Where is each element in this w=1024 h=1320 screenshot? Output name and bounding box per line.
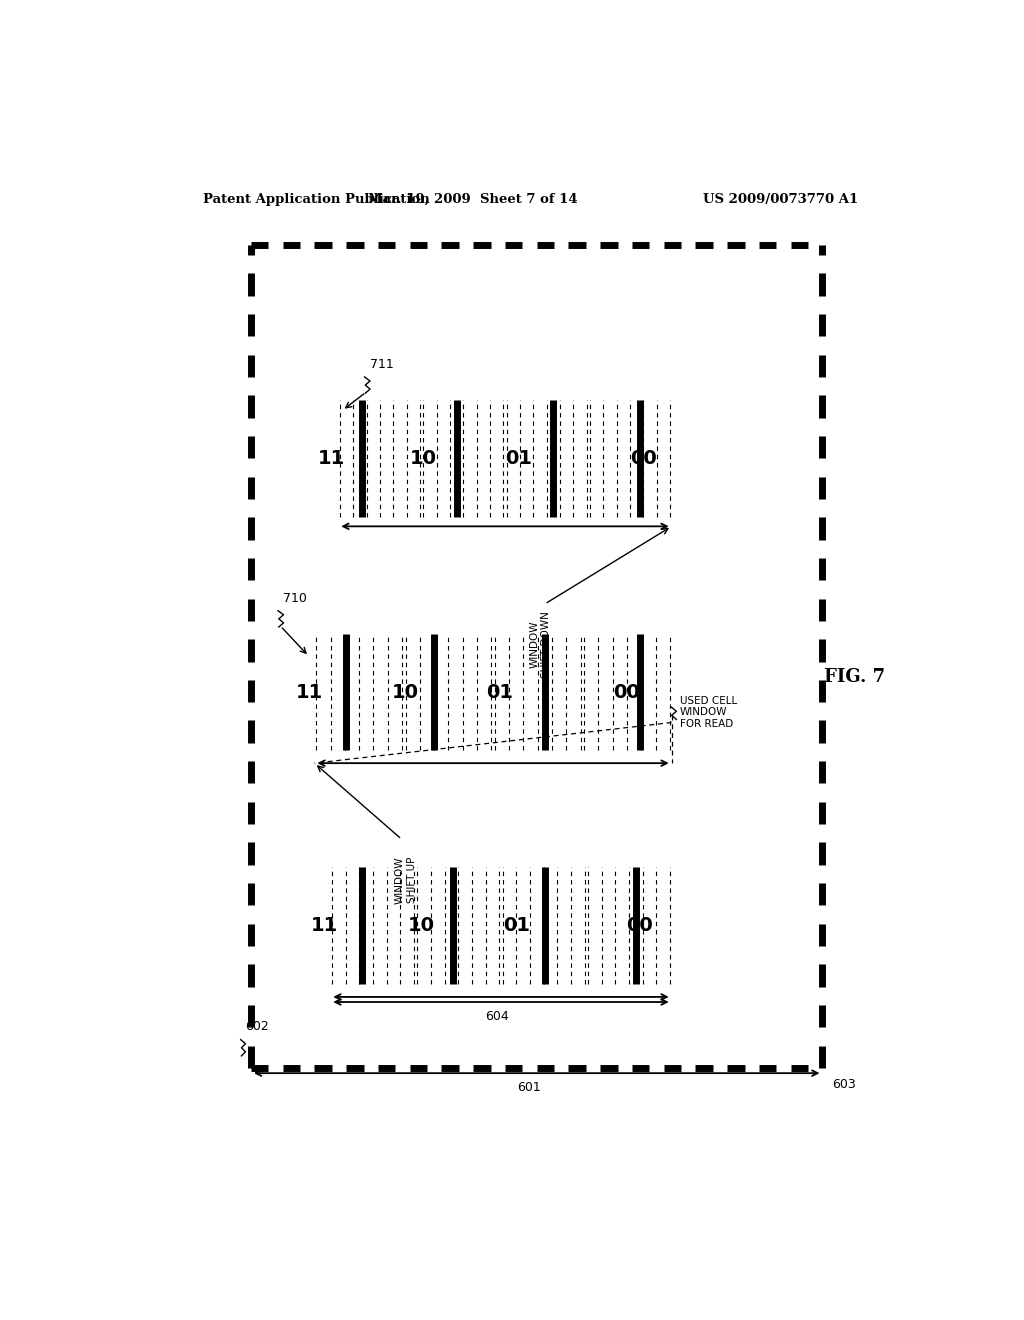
Text: US 2009/0073770 A1: US 2009/0073770 A1 [702, 193, 858, 206]
Text: 10: 10 [392, 682, 419, 701]
Text: 00: 00 [627, 916, 653, 936]
Text: 10: 10 [410, 449, 436, 467]
Text: USED CELL
WINDOW
FOR READ: USED CELL WINDOW FOR READ [680, 696, 737, 729]
Text: 602: 602 [246, 1019, 269, 1032]
Text: WINDOW
SHIFT DOWN: WINDOW SHIFT DOWN [529, 611, 552, 678]
Text: 604: 604 [485, 1010, 509, 1023]
Text: 01: 01 [505, 449, 531, 467]
Text: FIG. 7: FIG. 7 [823, 668, 885, 686]
Text: 11: 11 [295, 682, 323, 701]
Text: 01: 01 [486, 682, 513, 701]
Text: 00: 00 [631, 449, 657, 467]
Text: 10: 10 [409, 916, 435, 936]
Text: 710: 710 [283, 591, 306, 605]
Text: 711: 711 [370, 358, 394, 371]
Text: 11: 11 [311, 916, 339, 936]
Text: 01: 01 [504, 916, 530, 936]
Text: 601: 601 [517, 1081, 541, 1094]
Text: 11: 11 [317, 449, 345, 467]
Text: Mar. 19, 2009  Sheet 7 of 14: Mar. 19, 2009 Sheet 7 of 14 [369, 193, 578, 206]
Text: 603: 603 [831, 1078, 856, 1092]
Text: WINDOW
SHIFT UP: WINDOW SHIFT UP [395, 857, 417, 904]
Text: Patent Application Publication: Patent Application Publication [204, 193, 430, 206]
Text: 00: 00 [613, 682, 640, 701]
